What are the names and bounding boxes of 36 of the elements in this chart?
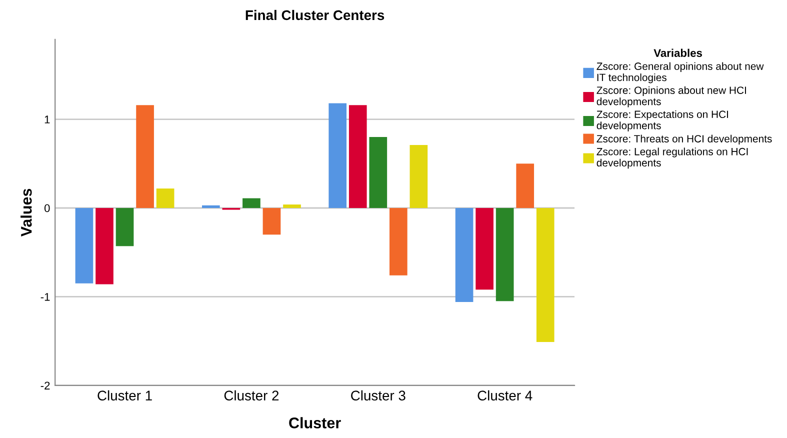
legend-title: Variables — [654, 48, 702, 57]
bar — [202, 205, 220, 208]
legend-label: Zscore: General opinions about new IT technologies — [596, 62, 764, 84]
x-tick-label: Cluster 2 — [224, 390, 279, 401]
legend-label: Zscore: Opinions about new HCI developments — [596, 86, 746, 108]
y-axis-title: Values — [20, 188, 32, 237]
legend-label: Zscore: Threats on HCI developments — [596, 134, 772, 145]
y-tick-label: -2 — [40, 382, 50, 390]
x-axis-title: Cluster — [289, 417, 341, 428]
legend-label: Zscore: Expectations on HCI developments — [596, 110, 728, 132]
bar — [136, 105, 154, 208]
bar — [242, 198, 260, 208]
legend-label: Zscore: Legal regulations on HCI developments — [596, 148, 748, 169]
bar — [496, 208, 514, 302]
bar — [96, 208, 114, 284]
bar — [476, 208, 494, 290]
x-tick-label: Cluster 3 — [351, 390, 406, 401]
x-tick-label: Cluster 1 — [98, 390, 152, 401]
bar — [536, 208, 554, 342]
bar — [75, 208, 94, 284]
bar — [328, 103, 347, 208]
bar — [410, 145, 428, 208]
chart-title: Final Cluster Centers — [246, 10, 384, 20]
bar — [516, 164, 534, 208]
y-tick-label: 0 — [44, 204, 50, 212]
bar — [116, 208, 134, 246]
bar — [348, 105, 367, 208]
bar — [389, 208, 408, 276]
y-tick-label: -1 — [40, 293, 50, 301]
bar — [156, 188, 174, 208]
bar — [369, 137, 388, 208]
bar — [283, 204, 301, 208]
bar — [455, 208, 474, 302]
x-tick-label: Cluster 4 — [478, 390, 532, 401]
y-tick-label: 1 — [44, 116, 50, 124]
bar — [262, 208, 281, 235]
